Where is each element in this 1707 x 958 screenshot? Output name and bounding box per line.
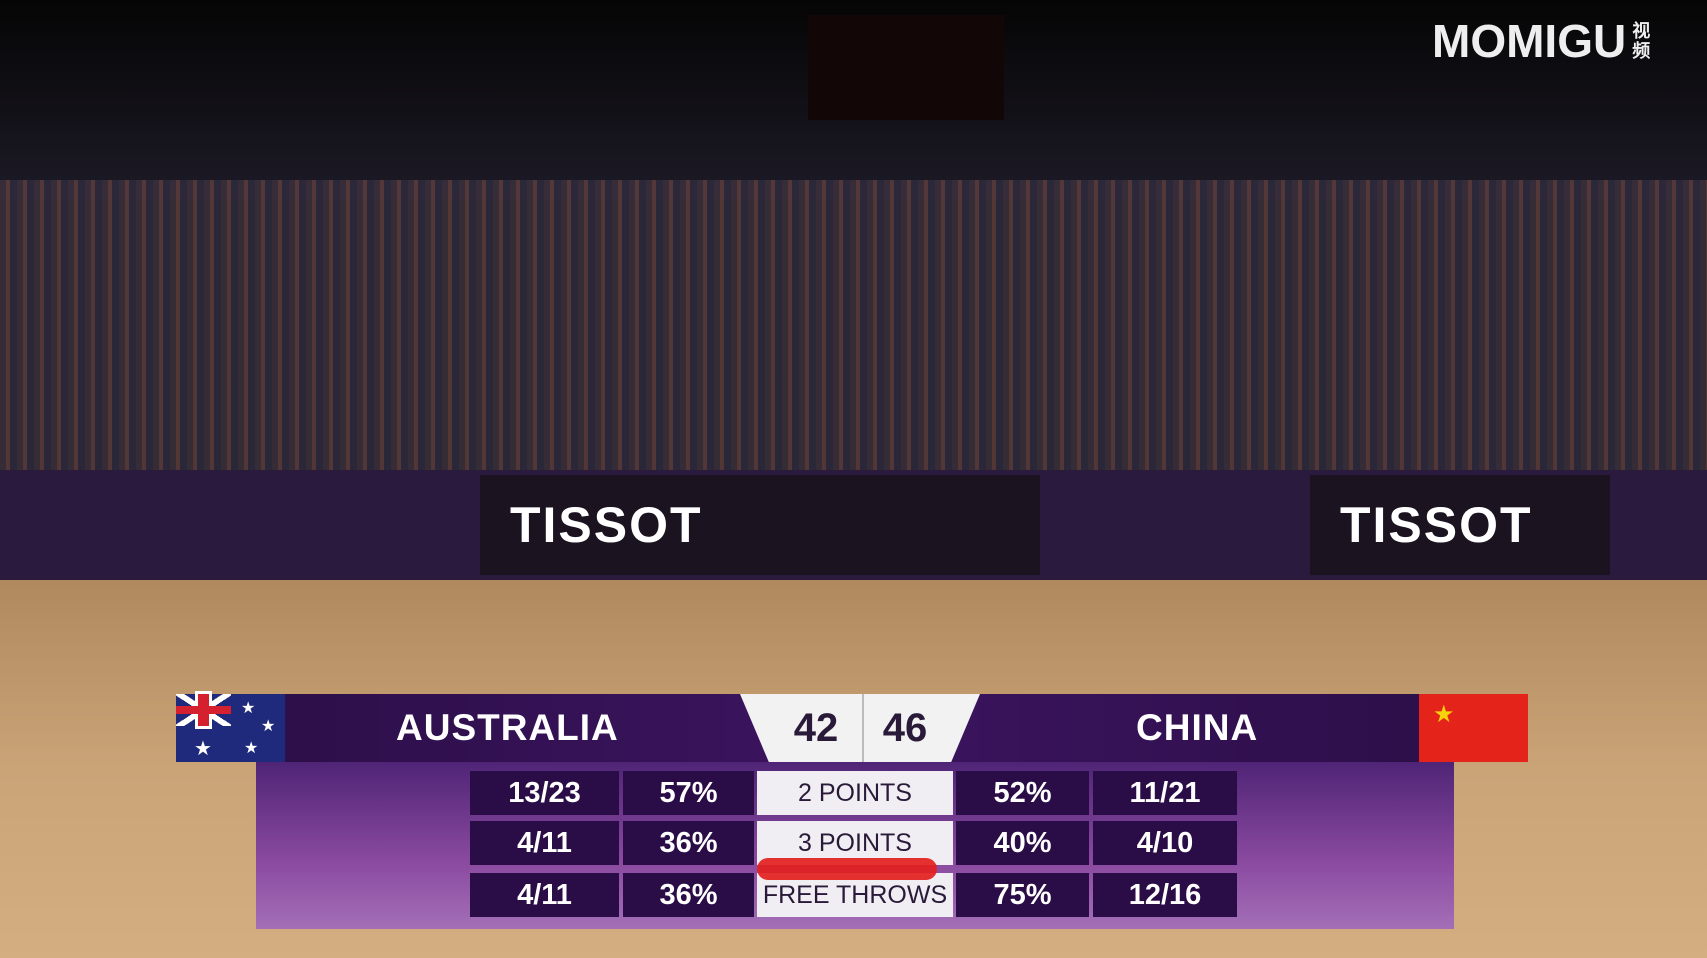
stat-label: 3 POINTS [757, 821, 953, 865]
china-flag-icon: ★ [1419, 694, 1528, 762]
away-team-name: CHINA [1136, 707, 1259, 748]
away-pct: 52% [956, 771, 1089, 815]
away-score: 46 [862, 694, 946, 762]
away-made: 12/16 [1093, 873, 1237, 917]
logo-subtext: 视频 [1632, 21, 1651, 61]
ad-board: TISSOT [1310, 475, 1610, 575]
home-pct: 36% [623, 873, 754, 917]
ad-text: TISSOT [1340, 497, 1533, 553]
australia-flag-icon: ★ ★ ★ ★ [176, 694, 285, 762]
score-box: 42 46 [740, 694, 980, 762]
home-made: 4/11 [470, 821, 619, 865]
away-made: 4/10 [1093, 821, 1237, 865]
home-pct: 57% [623, 771, 754, 815]
home-made: 13/23 [470, 771, 619, 815]
ad-board: TISSOT [480, 475, 1040, 575]
logo-text: MOMIGU [1432, 15, 1627, 67]
stat-label: 2 POINTS [757, 771, 953, 815]
stat-label: FREE THROWS [757, 873, 953, 917]
arena-scoreboard [808, 15, 1004, 120]
home-pct: 36% [623, 821, 754, 865]
away-pct: 40% [956, 821, 1089, 865]
broadcast-logo: MOMIGU 视频 [1432, 14, 1652, 68]
home-team-name: AUSTRALIA [396, 707, 619, 748]
home-score: 42 [793, 706, 839, 750]
red-annotation-mark [757, 858, 937, 880]
ad-text: TISSOT [510, 497, 703, 553]
away-pct: 75% [956, 873, 1089, 917]
away-made: 11/21 [1093, 771, 1237, 815]
crowd [0, 180, 1707, 480]
home-made: 4/11 [470, 873, 619, 917]
